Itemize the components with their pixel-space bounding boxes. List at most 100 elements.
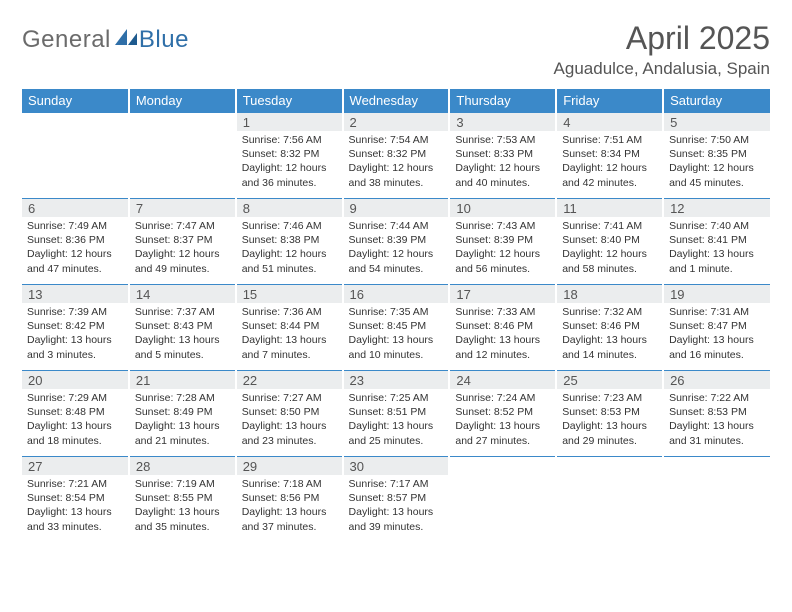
calendar-cell-empty (556, 457, 663, 543)
calendar-cell: 27Sunrise: 7:21 AMSunset: 8:54 PMDayligh… (22, 457, 129, 543)
daylight-line: Daylight: 13 hours and 37 minutes. (242, 505, 337, 533)
sunrise-line: Sunrise: 7:53 AM (455, 133, 550, 147)
day-details: Sunrise: 7:51 AMSunset: 8:34 PMDaylight:… (557, 131, 662, 193)
sunset-line: Sunset: 8:46 PM (562, 319, 657, 333)
sunset-line: Sunset: 8:37 PM (135, 233, 230, 247)
day-number: 29 (237, 457, 342, 475)
daylight-line: Daylight: 13 hours and 5 minutes. (135, 333, 230, 361)
calendar-row: 13Sunrise: 7:39 AMSunset: 8:42 PMDayligh… (22, 285, 770, 371)
calendar-cell: 26Sunrise: 7:22 AMSunset: 8:53 PMDayligh… (663, 371, 770, 457)
day-details: Sunrise: 7:31 AMSunset: 8:47 PMDaylight:… (664, 303, 770, 365)
day-number: 16 (344, 285, 449, 303)
day-number: 30 (344, 457, 449, 475)
sunset-line: Sunset: 8:52 PM (455, 405, 550, 419)
calendar-cell: 22Sunrise: 7:27 AMSunset: 8:50 PMDayligh… (236, 371, 343, 457)
sunrise-line: Sunrise: 7:27 AM (242, 391, 337, 405)
sunset-line: Sunset: 8:53 PM (669, 405, 765, 419)
day-details: Sunrise: 7:36 AMSunset: 8:44 PMDaylight:… (237, 303, 342, 365)
day-number: 2 (344, 113, 449, 131)
sunrise-line: Sunrise: 7:46 AM (242, 219, 337, 233)
day-number: 12 (664, 199, 770, 217)
calendar-table: SundayMondayTuesdayWednesdayThursdayFrid… (22, 89, 770, 543)
calendar-cell: 23Sunrise: 7:25 AMSunset: 8:51 PMDayligh… (343, 371, 450, 457)
day-number: 5 (664, 113, 770, 131)
day-number: 24 (450, 371, 555, 389)
calendar-cell-empty (449, 457, 556, 543)
header: General Blue April 2025 Aguadulce, Andal… (22, 20, 770, 79)
day-details: Sunrise: 7:24 AMSunset: 8:52 PMDaylight:… (450, 389, 555, 451)
sunrise-line: Sunrise: 7:29 AM (27, 391, 123, 405)
day-number: 21 (130, 371, 235, 389)
daylight-line: Daylight: 12 hours and 58 minutes. (562, 247, 657, 275)
day-details: Sunrise: 7:19 AMSunset: 8:55 PMDaylight:… (130, 475, 235, 537)
calendar-row: 1Sunrise: 7:56 AMSunset: 8:32 PMDaylight… (22, 113, 770, 199)
weekday-header: Monday (129, 89, 236, 113)
calendar-cell: 2Sunrise: 7:54 AMSunset: 8:32 PMDaylight… (343, 113, 450, 199)
calendar-cell: 9Sunrise: 7:44 AMSunset: 8:39 PMDaylight… (343, 199, 450, 285)
calendar-cell: 28Sunrise: 7:19 AMSunset: 8:55 PMDayligh… (129, 457, 236, 543)
sunrise-line: Sunrise: 7:23 AM (562, 391, 657, 405)
calendar-cell: 30Sunrise: 7:17 AMSunset: 8:57 PMDayligh… (343, 457, 450, 543)
day-number: 17 (450, 285, 555, 303)
calendar-cell: 8Sunrise: 7:46 AMSunset: 8:38 PMDaylight… (236, 199, 343, 285)
calendar-cell-empty (129, 113, 236, 199)
brand-part1: General (22, 26, 111, 54)
day-details: Sunrise: 7:54 AMSunset: 8:32 PMDaylight:… (344, 131, 449, 193)
day-details: Sunrise: 7:37 AMSunset: 8:43 PMDaylight:… (130, 303, 235, 365)
calendar-body: 1Sunrise: 7:56 AMSunset: 8:32 PMDaylight… (22, 113, 770, 543)
day-details: Sunrise: 7:43 AMSunset: 8:39 PMDaylight:… (450, 217, 555, 279)
day-number: 18 (557, 285, 662, 303)
daylight-line: Daylight: 13 hours and 27 minutes. (455, 419, 550, 447)
sunrise-line: Sunrise: 7:31 AM (669, 305, 765, 319)
day-number (664, 457, 770, 475)
calendar-cell-empty (22, 113, 129, 199)
day-number: 25 (557, 371, 662, 389)
sunset-line: Sunset: 8:44 PM (242, 319, 337, 333)
day-number: 22 (237, 371, 342, 389)
sunrise-line: Sunrise: 7:40 AM (669, 219, 765, 233)
sunrise-line: Sunrise: 7:43 AM (455, 219, 550, 233)
sunset-line: Sunset: 8:33 PM (455, 147, 550, 161)
day-details: Sunrise: 7:29 AMSunset: 8:48 PMDaylight:… (22, 389, 128, 451)
daylight-line: Daylight: 12 hours and 47 minutes. (27, 247, 123, 275)
sunrise-line: Sunrise: 7:56 AM (242, 133, 337, 147)
day-details: Sunrise: 7:22 AMSunset: 8:53 PMDaylight:… (664, 389, 770, 451)
location: Aguadulce, Andalusia, Spain (554, 59, 770, 79)
sunrise-line: Sunrise: 7:47 AM (135, 219, 230, 233)
day-details: Sunrise: 7:25 AMSunset: 8:51 PMDaylight:… (344, 389, 449, 451)
weekday-header: Saturday (663, 89, 770, 113)
day-details: Sunrise: 7:23 AMSunset: 8:53 PMDaylight:… (557, 389, 662, 451)
day-details: Sunrise: 7:47 AMSunset: 8:37 PMDaylight:… (130, 217, 235, 279)
calendar-cell: 25Sunrise: 7:23 AMSunset: 8:53 PMDayligh… (556, 371, 663, 457)
daylight-line: Daylight: 13 hours and 18 minutes. (27, 419, 123, 447)
calendar-row: 6Sunrise: 7:49 AMSunset: 8:36 PMDaylight… (22, 199, 770, 285)
weekday-header: Friday (556, 89, 663, 113)
calendar-cell: 18Sunrise: 7:32 AMSunset: 8:46 PMDayligh… (556, 285, 663, 371)
sunrise-line: Sunrise: 7:18 AM (242, 477, 337, 491)
sunrise-line: Sunrise: 7:24 AM (455, 391, 550, 405)
day-number: 28 (130, 457, 235, 475)
daylight-line: Daylight: 13 hours and 7 minutes. (242, 333, 337, 361)
calendar-row: 20Sunrise: 7:29 AMSunset: 8:48 PMDayligh… (22, 371, 770, 457)
day-details: Sunrise: 7:56 AMSunset: 8:32 PMDaylight:… (237, 131, 342, 193)
daylight-line: Daylight: 13 hours and 21 minutes. (135, 419, 230, 447)
calendar-cell: 10Sunrise: 7:43 AMSunset: 8:39 PMDayligh… (449, 199, 556, 285)
calendar-cell: 11Sunrise: 7:41 AMSunset: 8:40 PMDayligh… (556, 199, 663, 285)
day-number: 15 (237, 285, 342, 303)
day-details: Sunrise: 7:41 AMSunset: 8:40 PMDaylight:… (557, 217, 662, 279)
sunset-line: Sunset: 8:40 PM (562, 233, 657, 247)
daylight-line: Daylight: 13 hours and 10 minutes. (349, 333, 444, 361)
day-number (22, 113, 128, 131)
sunrise-line: Sunrise: 7:39 AM (27, 305, 123, 319)
daylight-line: Daylight: 12 hours and 42 minutes. (562, 161, 657, 189)
sunrise-line: Sunrise: 7:37 AM (135, 305, 230, 319)
calendar-cell: 6Sunrise: 7:49 AMSunset: 8:36 PMDaylight… (22, 199, 129, 285)
day-details: Sunrise: 7:40 AMSunset: 8:41 PMDaylight:… (664, 217, 770, 279)
day-details: Sunrise: 7:27 AMSunset: 8:50 PMDaylight:… (237, 389, 342, 451)
daylight-line: Daylight: 12 hours and 40 minutes. (455, 161, 550, 189)
daylight-line: Daylight: 12 hours and 49 minutes. (135, 247, 230, 275)
day-number: 9 (344, 199, 449, 217)
sunset-line: Sunset: 8:55 PM (135, 491, 230, 505)
sunrise-line: Sunrise: 7:50 AM (669, 133, 765, 147)
day-details: Sunrise: 7:28 AMSunset: 8:49 PMDaylight:… (130, 389, 235, 451)
